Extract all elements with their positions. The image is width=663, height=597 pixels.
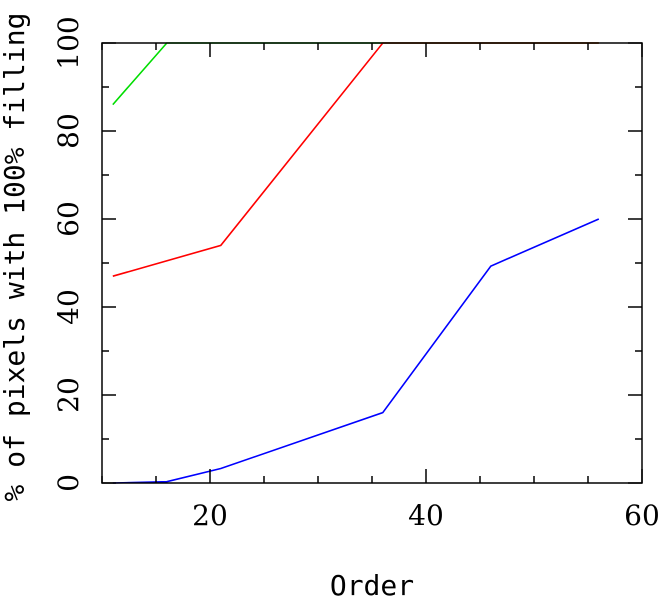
series-layer <box>112 42 600 484</box>
y-tick-label: 80 <box>52 113 85 149</box>
series-line-1 <box>112 42 599 106</box>
series-line-2 <box>112 42 599 277</box>
y-axis-title: % of pixels with 100% filling <box>0 13 31 502</box>
y-tick-label: 100 <box>52 16 85 69</box>
x-axis-title: Order <box>330 569 414 597</box>
x-tick-label: 20 <box>192 499 228 532</box>
y-tick-label: 20 <box>52 377 85 413</box>
tick-layer: 20 40 60 0 20 40 60 80 100 <box>52 16 660 532</box>
x-tick-label: 60 <box>624 499 660 532</box>
y-tick-label: 40 <box>52 289 85 325</box>
series-line-3 <box>112 218 600 484</box>
y-tick-label: 60 <box>52 201 85 237</box>
x-tick-label: 40 <box>408 499 444 532</box>
y-tick-label: 0 <box>52 474 85 492</box>
